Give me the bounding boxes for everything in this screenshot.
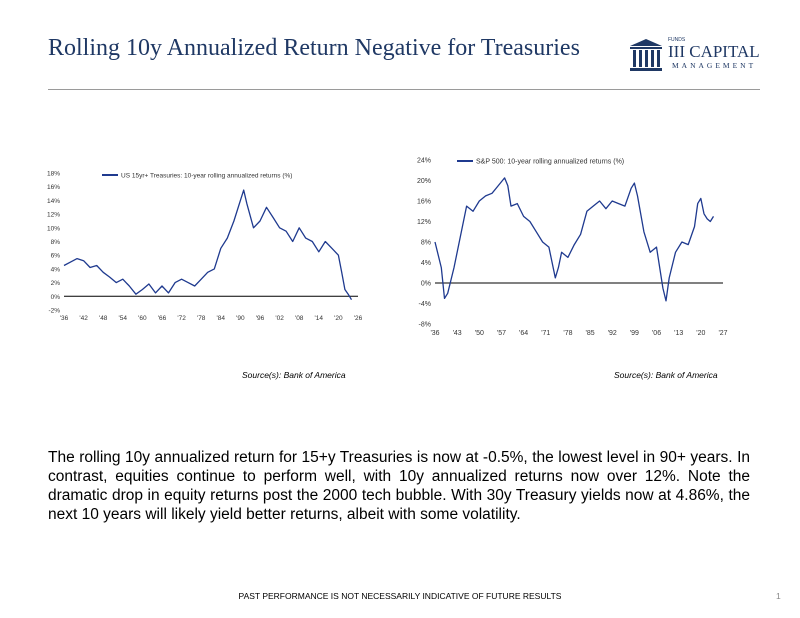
x-tick-label: '42	[79, 315, 88, 322]
y-tick-label: 2%	[51, 280, 61, 287]
series-line	[434, 177, 715, 302]
x-tick-label: '71	[541, 330, 550, 337]
y-tick-label: 0%	[421, 281, 431, 288]
y-tick-label: 8%	[421, 240, 431, 247]
y-tick-label: 18%	[47, 171, 60, 178]
y-tick-label: 6%	[51, 253, 61, 260]
building-columns-icon	[630, 39, 662, 71]
sp500-returns-chart: -8% -4% 0% 4% 8% 12% 16% 20% 24% '36 '43 '50 '57 '64 '…	[417, 158, 728, 338]
x-tick-label: '99	[630, 330, 639, 337]
x-tick-label: '96	[256, 315, 265, 322]
x-tick-label: '36	[60, 315, 69, 322]
x-tick-label: '66	[158, 315, 167, 322]
logo-small-text: FUNDS	[668, 37, 686, 43]
x-tick-label: '72	[177, 315, 186, 322]
legend-label: S&P 500: 10-year rolling annualized retu…	[476, 159, 624, 166]
y-tick-label: 10%	[47, 225, 60, 232]
body-paragraph: The rolling 10y annualized return for 15…	[48, 449, 750, 523]
x-tick-label: '13	[674, 330, 683, 337]
treasury-returns-chart: -2% 0% 2% 4% 6% 8% 10% 12% 14% 16% 18% '36 '42 '48 '54…	[47, 171, 363, 323]
y-tick-label: 20%	[417, 178, 431, 185]
source-note-right: Source(s): Bank of America	[614, 370, 718, 380]
x-tick-label: '26	[354, 315, 363, 322]
x-tick-label: '14	[315, 315, 324, 322]
page-number: 1	[776, 591, 781, 601]
logo-name: III CAPITAL	[668, 42, 760, 61]
x-tick-label: '02	[275, 315, 284, 322]
x-tick-label: '78	[197, 315, 206, 322]
source-note-left: Source(s): Bank of America	[242, 370, 346, 380]
x-tick-label: '60	[138, 315, 147, 322]
series-line	[63, 189, 353, 301]
x-tick-label: '43	[453, 330, 462, 337]
title-divider	[48, 89, 760, 90]
x-tick-label: '50	[475, 330, 484, 337]
x-tick-label: '27	[718, 330, 727, 337]
y-tick-label: -8%	[419, 322, 431, 329]
y-tick-label: -4%	[419, 301, 431, 308]
x-tick-label: '78	[563, 330, 572, 337]
x-tick-label: '36	[430, 330, 439, 337]
y-tick-label: 4%	[51, 266, 61, 273]
company-logo: FUNDS III CAPITAL MANAGEMENT	[628, 36, 760, 76]
disclaimer: PAST PERFORMANCE IS NOT NECESSARILY INDI…	[238, 591, 562, 601]
x-tick-label: '57	[497, 330, 506, 337]
y-tick-label: 12%	[47, 212, 60, 219]
y-tick-label: 16%	[417, 199, 431, 206]
y-tick-label: -2%	[48, 308, 60, 315]
y-tick-label: 24%	[417, 158, 431, 165]
y-tick-label: 12%	[417, 219, 431, 226]
y-tick-label: 14%	[47, 198, 60, 205]
x-tick-label: '85	[586, 330, 595, 337]
x-tick-label: '48	[99, 315, 108, 322]
logo-subtitle: MANAGEMENT	[672, 61, 757, 70]
x-tick-label: '90	[236, 315, 245, 322]
x-tick-label: '64	[519, 330, 528, 337]
y-tick-label: 4%	[421, 260, 431, 267]
legend-label: US 15yr+ Treasuries: 10-year rolling ann…	[121, 173, 292, 180]
x-tick-label: '92	[608, 330, 617, 337]
x-tick-label: '08	[295, 315, 304, 322]
y-tick-label: 0%	[51, 294, 61, 301]
x-tick-label: '84	[217, 315, 226, 322]
x-tick-label: '20	[696, 330, 705, 337]
slide-title: Rolling 10y Annualized Return Negative f…	[48, 35, 580, 61]
y-tick-label: 8%	[51, 239, 61, 246]
x-tick-label: '06	[652, 330, 661, 337]
x-tick-label: '54	[119, 315, 128, 322]
y-tick-label: 16%	[47, 184, 60, 191]
x-tick-label: '20	[334, 315, 343, 322]
